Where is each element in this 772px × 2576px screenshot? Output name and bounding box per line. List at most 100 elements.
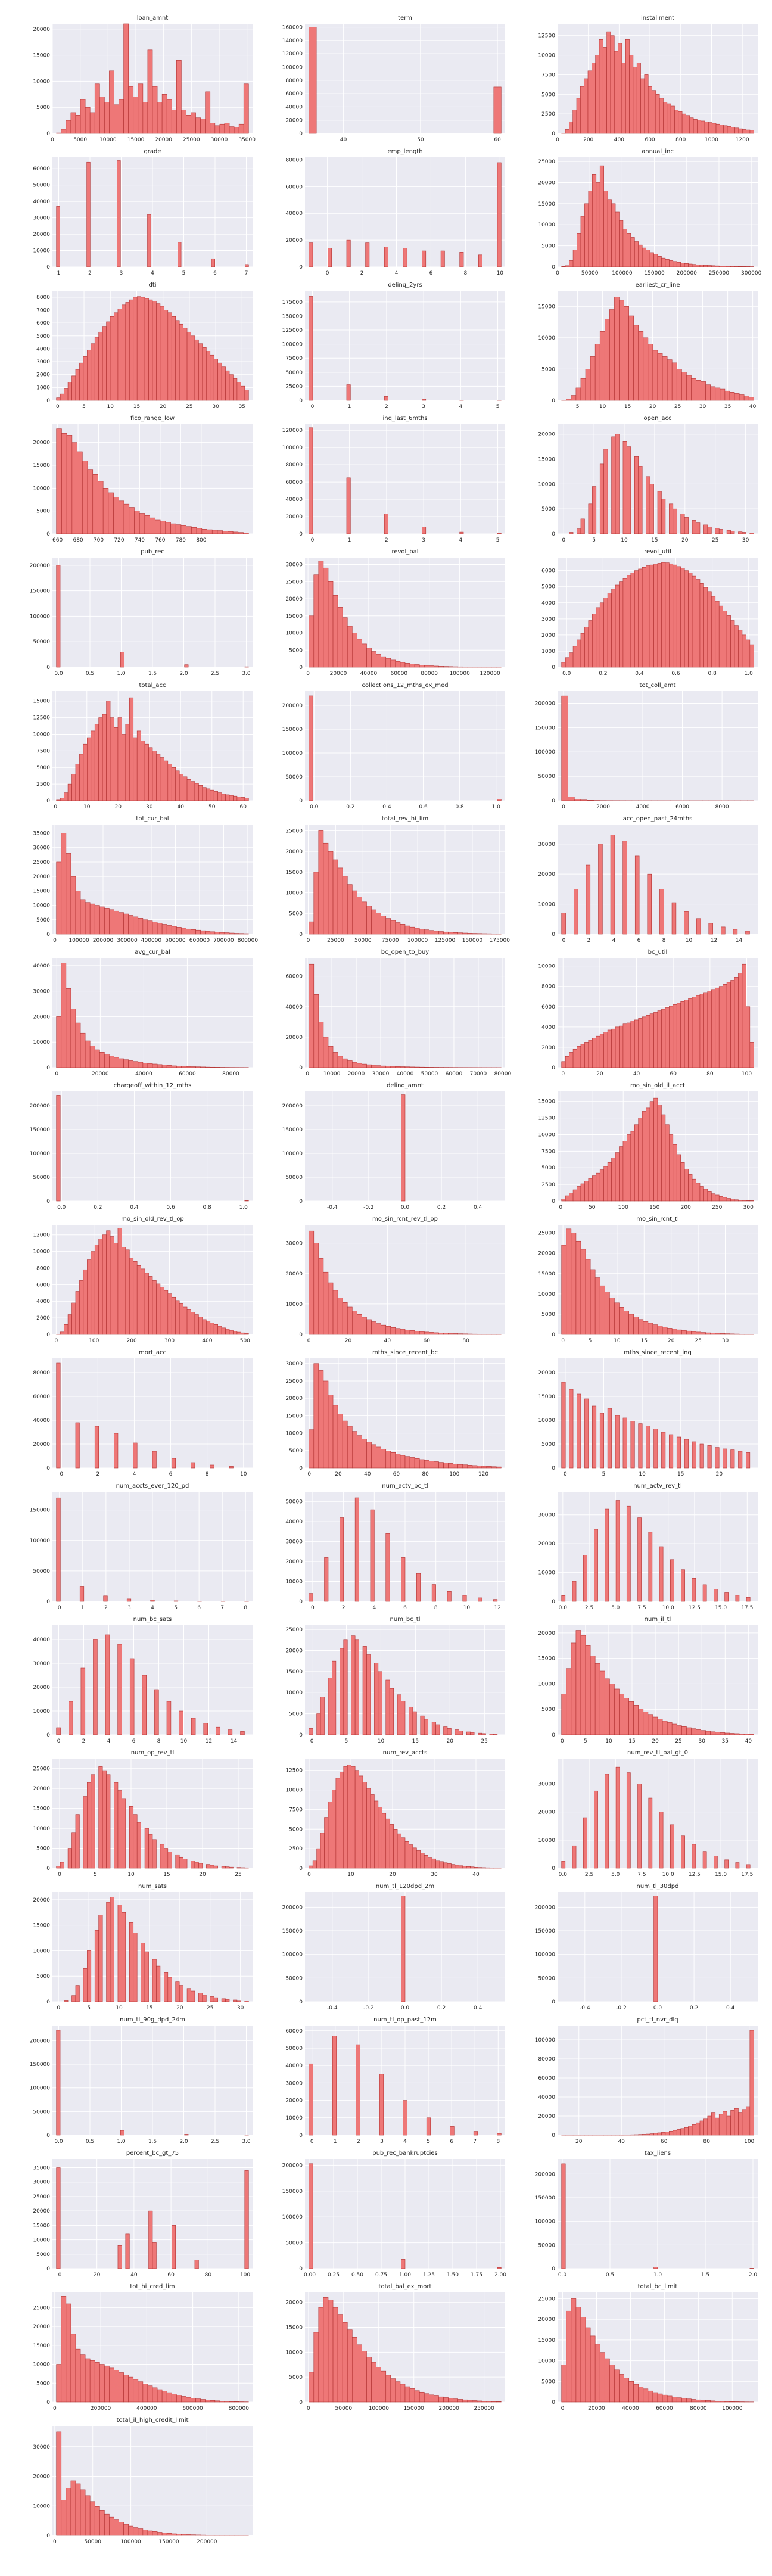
histogram-bar [614, 51, 618, 133]
x-tick-label: 500000 [165, 938, 186, 944]
x-tick-label: 10 [107, 404, 114, 410]
histogram-bar [71, 1009, 76, 1068]
histogram-bar [85, 1041, 90, 1068]
histogram-bar [397, 1834, 401, 1868]
histogram-bar [148, 2531, 152, 2535]
y-tick-label: 30000 [285, 1241, 303, 1247]
histogram-bar [99, 2365, 104, 2402]
histogram-bar [60, 1862, 64, 1868]
y-tick-label: 50000 [538, 774, 555, 780]
histogram-bar [95, 1930, 98, 2002]
x-tick-label: 3 [120, 270, 123, 276]
histogram-bar [494, 87, 501, 133]
histogram-bar [681, 1836, 685, 1868]
histogram-bar [347, 1307, 352, 1334]
histogram-bar [600, 1413, 603, 1468]
histogram-bar [727, 615, 730, 667]
x-tick-label: 10000 [323, 1071, 341, 1077]
histogram-bar [176, 2534, 181, 2535]
histogram-bar [314, 872, 319, 934]
histogram-bar [76, 369, 79, 400]
x-tick-label: 20 [345, 1338, 352, 1344]
histogram-bar [401, 1557, 405, 1601]
histogram-bar [562, 1595, 565, 1601]
y-tick-label: 6000 [541, 1004, 555, 1010]
histogram-bar [421, 1853, 424, 1868]
histogram-bar [590, 1656, 595, 1735]
histogram-bar [730, 2401, 734, 2402]
y-tick-label: 25000 [538, 2296, 555, 2302]
histogram-bar [711, 2401, 715, 2402]
y-tick-label: 0 [552, 1999, 555, 2005]
histogram-bar [609, 2365, 614, 2402]
x-tick-label: 0 [561, 1738, 564, 1744]
histogram-bar [68, 1315, 71, 1334]
histogram-bar [61, 433, 67, 534]
histogram-bar [118, 2245, 122, 2269]
histogram-bar [164, 1849, 167, 1868]
y-tick-label: 30000 [33, 845, 50, 851]
histogram-bar [384, 247, 388, 267]
histogram-bar [309, 696, 313, 801]
histogram-bar [727, 126, 731, 133]
histogram-bar [228, 531, 233, 534]
histogram-bar [665, 563, 669, 667]
histogram-bar [711, 990, 715, 1068]
histogram-bar [583, 1818, 587, 1868]
histogram-bar [596, 1036, 600, 1068]
histogram-bar [451, 1865, 455, 1868]
histogram-bar [129, 1806, 133, 1868]
histogram-bar [218, 1326, 222, 1334]
x-tick-label: 0 [51, 137, 54, 143]
histogram-bar [623, 841, 627, 934]
histogram-bar [118, 1228, 122, 1334]
y-tick-label: 5000 [36, 1846, 50, 1852]
histogram-bar [586, 1645, 590, 1735]
x-tick-label: 100 [744, 2139, 754, 2145]
histogram-bar [562, 2365, 566, 2402]
histogram-bar [576, 2307, 581, 2402]
histogram-bar [649, 1798, 652, 1868]
histogram-bar [234, 2401, 239, 2402]
x-tick-label: 600000 [182, 2406, 203, 2412]
histogram-bar [390, 1688, 393, 1735]
histogram-bar [701, 381, 706, 400]
histogram-bar [630, 55, 633, 133]
histogram-bar [381, 1449, 386, 1468]
histogram-bar [133, 2528, 138, 2535]
histogram-bar [696, 919, 701, 934]
histogram-bar [432, 1859, 435, 1868]
y-tick-label: 20000 [285, 1396, 303, 1402]
histogram-bar [338, 1056, 343, 1068]
histogram-bar [441, 251, 444, 267]
y-tick-label: 10000 [285, 2350, 303, 2356]
histogram-bar [730, 392, 734, 400]
histogram-bar [347, 385, 350, 400]
y-tick-label: 100000 [282, 1952, 303, 1958]
histogram-bar [91, 1775, 95, 1868]
histogram-bar [309, 2064, 313, 2135]
y-tick-label: 200000 [282, 1905, 303, 1911]
histogram-bar [80, 900, 85, 934]
x-tick-label: 20000 [348, 1071, 365, 1077]
histogram-bar [332, 1790, 335, 1868]
y-tick-label: 20000 [33, 27, 50, 33]
y-tick-label: 5000 [289, 1712, 303, 1718]
histogram-bar [99, 97, 104, 133]
histogram-bar [681, 2129, 684, 2135]
y-tick-label: 40000 [285, 104, 303, 110]
y-tick-label: 10000 [33, 1709, 50, 1715]
y-tick-label: 60000 [285, 184, 303, 190]
histogram-bar [333, 1052, 338, 1068]
histogram-bar [415, 2391, 419, 2402]
histogram-bar [596, 1173, 600, 1201]
histogram-bar [309, 428, 313, 534]
histogram-bar [623, 441, 627, 534]
x-tick-label: 0 [53, 2539, 57, 2545]
x-tick-label: 0 [559, 1205, 562, 1211]
y-tick-label: 0 [46, 398, 50, 404]
histogram-bar [357, 1314, 362, 1334]
histogram-bar [742, 532, 746, 534]
histogram-bar [643, 2389, 648, 2402]
histogram-bar [432, 1585, 435, 1601]
